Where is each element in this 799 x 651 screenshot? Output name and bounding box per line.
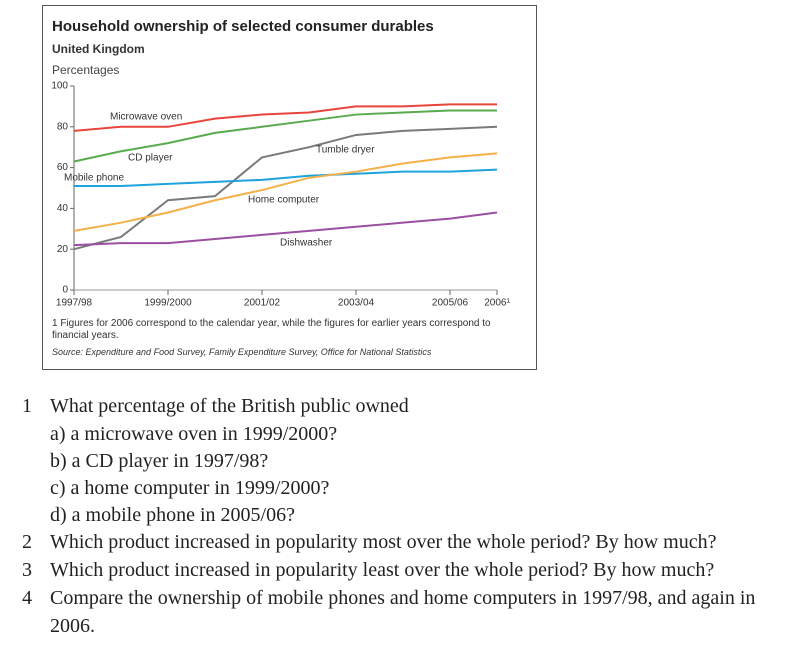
series-label: CD player bbox=[128, 153, 173, 164]
series-label: Tumble dryer bbox=[316, 145, 375, 156]
series-line bbox=[73, 103, 497, 132]
chart-subtitle: United Kingdom bbox=[52, 42, 145, 56]
chart-title: Household ownership of selected consumer… bbox=[52, 18, 434, 35]
question-item: c) a home computer in 1999/2000? bbox=[50, 477, 330, 499]
question-text: Which product increased in popularity le… bbox=[50, 559, 715, 581]
y-tick-label: 0 bbox=[62, 285, 68, 296]
question-text: What percentage of the British public ow… bbox=[50, 395, 409, 417]
question-number: 3 bbox=[22, 559, 32, 581]
question-number: 2 bbox=[22, 531, 32, 553]
question-item: d) a mobile phone in 2005/06? bbox=[50, 504, 295, 526]
y-tick-label: 80 bbox=[57, 121, 69, 132]
x-tick-label: 2003/04 bbox=[338, 298, 375, 309]
source: Source: Expenditure and Food Survey, Fam… bbox=[52, 347, 432, 357]
x-tick-label: 2006¹ bbox=[484, 298, 510, 309]
footnote: 1 Figures for 2006 correspond to the cal… bbox=[52, 318, 491, 341]
x-tick-label: 2005/06 bbox=[432, 298, 469, 309]
series-label: Home computer bbox=[248, 195, 320, 206]
y-tick-label: 60 bbox=[57, 162, 69, 173]
series-line bbox=[73, 109, 497, 163]
question-number: 1 bbox=[22, 395, 32, 417]
series-label: Microwave oven bbox=[110, 112, 182, 123]
question-number: 4 bbox=[22, 587, 32, 609]
question-item: b) a CD player in 1997/98? bbox=[50, 450, 269, 472]
x-tick-label: 2001/02 bbox=[244, 298, 281, 309]
series-line bbox=[73, 125, 498, 251]
series-line bbox=[74, 168, 498, 187]
question-text: Which product increased in popularity mo… bbox=[50, 531, 717, 553]
y-tick-label: 20 bbox=[57, 244, 69, 255]
series-label: Mobile phone bbox=[64, 173, 124, 184]
series-label: Dishwasher bbox=[280, 238, 333, 249]
series-line bbox=[73, 211, 498, 247]
y-tick-label: 100 bbox=[51, 81, 68, 92]
chart: 0 20 40 60 80 100 1997/98 1999/2000 2001/02 2003/… bbox=[51, 81, 510, 309]
y-tick-label: 40 bbox=[57, 203, 69, 214]
chart-frame bbox=[42, 5, 537, 370]
y-axis-label: Percentages bbox=[52, 63, 120, 77]
question-text: Compare the ownership of mobile phones a… bbox=[50, 587, 756, 637]
x-tick-label: 1999/2000 bbox=[144, 298, 192, 309]
question-item: a) a microwave oven in 1999/2000? bbox=[50, 423, 338, 445]
series-line bbox=[73, 152, 498, 232]
x-tick-label: 1997/98 bbox=[56, 298, 93, 309]
